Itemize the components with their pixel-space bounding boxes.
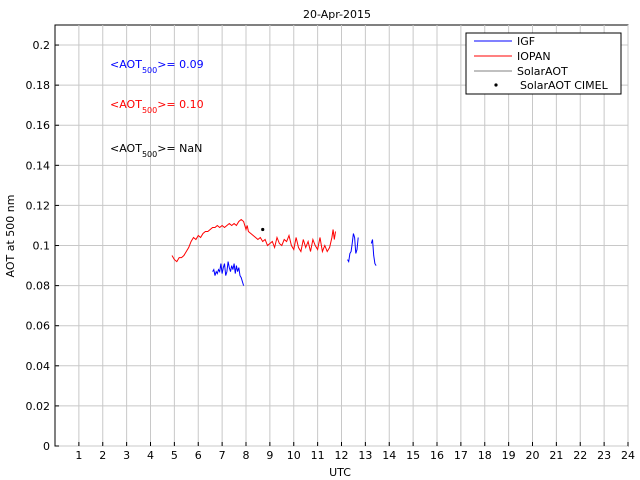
legend-box [465,32,622,95]
x-tick-label: 15 [406,449,420,462]
series-layer [171,218,377,286]
x-tick-label: 10 [287,449,301,462]
x-tick-label: 7 [219,449,226,462]
y-tick-label: 0.12 [26,199,51,212]
y-axis-ticks: 0 0.02 0.04 0.06 0.08 0.1 0.12 0.14 0.16 0.18 0.2 [26,39,59,453]
mean-annotations: <AOT500>= 0.09 <AOT500>= 0.10 <AOT500>= Na… [110,58,204,159]
legend-swatch [494,83,498,87]
series-igf [212,233,377,286]
mean-annotation: <AOT500>= 0.09 [110,58,204,75]
y-tick-label: 0.2 [33,39,51,52]
x-tick-label: 2 [99,449,106,462]
series-iopan [171,218,336,263]
chart-title: 20-Apr-2015 [303,8,371,21]
x-tick-label: 21 [549,449,563,462]
x-tick-label: 20 [526,449,540,462]
x-tick-label: 16 [430,449,444,462]
x-tick-label: 11 [311,449,325,462]
x-tick-label: 1 [75,449,82,462]
x-tick-label: 3 [123,449,130,462]
series-line-segment [370,239,377,266]
legend-label: SolarAOT CIMEL [520,79,609,92]
mean-annotation: <AOT500>= 0.10 [110,98,204,115]
x-tick-label: 19 [502,449,516,462]
x-tick-label: 17 [454,449,468,462]
x-tick-label: 6 [195,449,202,462]
series-line-segment [212,261,245,286]
x-tick-label: 22 [573,449,587,462]
mean-annotation: <AOT500>= NaN [110,142,202,159]
legend-label: IGF [517,35,535,48]
series-line-segment [171,218,336,263]
y-tick-label: 0.14 [26,159,51,172]
x-tick-label: 23 [597,449,611,462]
x-axis-label: UTC [329,466,351,479]
x-tick-label: 14 [382,449,396,462]
legend-label: SolarAOT [517,65,568,78]
y-tick-label: 0.08 [26,280,51,293]
x-tick-label: 18 [478,449,492,462]
x-tick-label: 9 [266,449,273,462]
x-tick-label: 24 [621,449,635,462]
x-tick-label: 5 [171,449,178,462]
y-tick-label: 0.16 [26,119,51,132]
x-tick-label: 13 [358,449,372,462]
x-tick-label: 8 [243,449,250,462]
y-tick-label: 0.18 [26,79,51,92]
y-axis-label: AOT at 500 nm [4,195,17,278]
legend-label: IOPAN [517,50,551,63]
x-axis-ticks: 1 2 3 4 5 6 7 8 9 10 11 12 13 14 15 16 17 18 19 20 21 22 23 24 [75,442,635,462]
cimel-point [261,227,265,232]
y-tick-label: 0.1 [33,240,51,253]
y-tick-label: 0.04 [26,360,51,373]
y-tick-label: 0 [43,440,50,453]
x-tick-label: 12 [335,449,349,462]
y-tick-label: 0.02 [26,400,51,413]
y-tick-label: 0.06 [26,320,51,333]
series-line-segment [347,233,359,264]
x-tick-label: 4 [147,449,154,462]
